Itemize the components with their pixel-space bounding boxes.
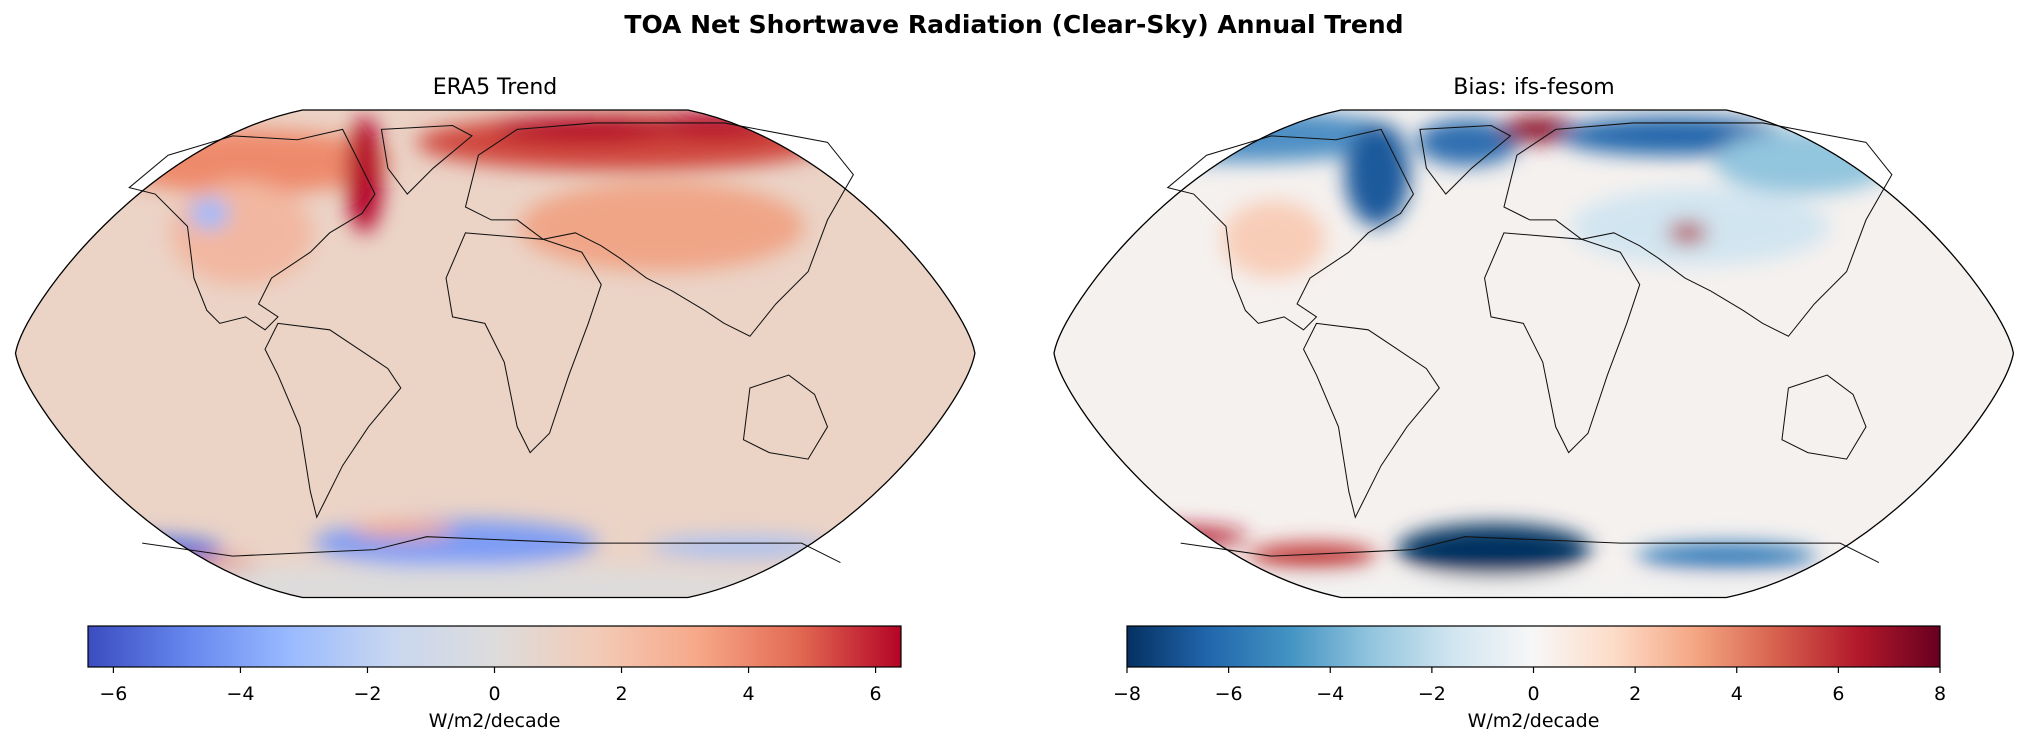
colorbar-tick-label: −6 <box>99 683 127 705</box>
colorbar-tick-label: −2 <box>1418 683 1446 705</box>
colorbar-tick-label: 6 <box>870 683 882 705</box>
left-map-title: ERA5 Trend <box>432 75 558 100</box>
ocean-background <box>1054 110 2014 598</box>
ocean-background <box>15 110 975 598</box>
colorbar-tick-label: 6 <box>1832 683 1844 705</box>
colorbar-label: W/m2/decade <box>1468 710 1600 732</box>
colorbar-gradient <box>1126 625 1941 668</box>
colorbar-tick-label: 2 <box>615 683 627 705</box>
era5-colorbar: −6 −4 −2 0 2 4 6 W/m2/decade <box>87 625 902 732</box>
colorbar-tick-label: −2 <box>353 683 381 705</box>
colorbar-tick-label: −6 <box>1215 683 1243 705</box>
colorbar-tick-label: 8 <box>1934 683 1946 705</box>
bias-colorbar: −8 −6 −4 −2 0 2 4 6 8 W/m2/decade <box>1113 625 1946 732</box>
colorbar-tick-label: 2 <box>1629 683 1641 705</box>
colorbar-tick-label: 0 <box>488 683 500 705</box>
era5-trend-map <box>14 109 976 599</box>
colorbar-tick-label: −4 <box>1316 683 1344 705</box>
figure-title: TOA Net Shortwave Radiation (Clear-Sky) … <box>624 10 1404 39</box>
colorbar-gradient <box>87 625 902 668</box>
bias-map <box>1053 109 2015 599</box>
colorbar-tick-label: 0 <box>1527 683 1539 705</box>
colorbar-tick-label: 4 <box>743 683 755 705</box>
right-map-title: Bias: ifs-fesom <box>1453 75 1615 100</box>
colorbar-tick-label: 4 <box>1731 683 1743 705</box>
colorbar-label: W/m2/decade <box>429 710 561 732</box>
colorbar-tick-label: −8 <box>1113 683 1141 705</box>
colorbar-tick-label: −4 <box>226 683 254 705</box>
